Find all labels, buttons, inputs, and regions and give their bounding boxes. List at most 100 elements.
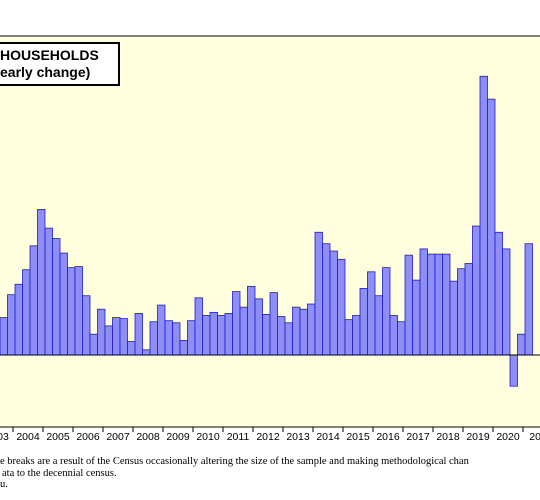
x-tick-label-2: 2005 [46, 431, 70, 443]
x-ticks-group: 03 2004 2005 2006 2007 2008 2009 2010 2011 2012 20… [0, 427, 540, 443]
bar-59 [442, 253, 451, 356]
bar-65 [487, 98, 496, 356]
bar-6 [44, 227, 53, 356]
footnote: e breaks are a result of the Census occa… [0, 456, 540, 491]
bar-4 [29, 245, 38, 356]
bar-27 [202, 315, 211, 356]
x-tick-label-14: 2017 [406, 431, 430, 443]
x-tick-label-16: 2019 [466, 431, 490, 443]
x-tick-label-4: 2007 [106, 431, 130, 443]
bar-41 [307, 303, 316, 356]
bar-57 [427, 253, 436, 356]
x-tick-label-8: 2011 [227, 431, 250, 443]
bar-69 [517, 333, 526, 356]
bar-14 [104, 325, 113, 356]
bar-16 [119, 318, 128, 356]
bar-56 [419, 248, 428, 356]
chart-title: HOUSEHOLDS [0, 47, 99, 63]
x-tick-label-3: 2006 [76, 431, 100, 443]
bar-25 [187, 320, 196, 356]
bar-50 [374, 295, 383, 356]
bar-29 [217, 315, 226, 356]
bar-40 [299, 308, 308, 356]
bar-5 [37, 208, 46, 356]
footnote-line-1: e breaks are a result of the Census occa… [0, 456, 469, 467]
bar-30 [224, 312, 233, 356]
bar-68 [509, 354, 518, 387]
bar-43 [322, 243, 331, 356]
plot-background [0, 35, 540, 428]
bar-54 [404, 254, 413, 356]
bar-15 [112, 317, 121, 356]
chart-title-box: HOUSEHOLDS early change) [0, 42, 120, 86]
bar-11 [82, 295, 91, 356]
bar-1 [7, 294, 16, 356]
x-tick-label-0: 03 [0, 431, 9, 443]
bar-67 [502, 248, 511, 356]
bar-23 [172, 322, 181, 356]
bar-19 [142, 349, 151, 356]
bar-37 [277, 316, 286, 356]
bar-9 [67, 267, 76, 356]
bar-46 [344, 319, 353, 356]
bar-53 [397, 321, 406, 356]
x-tick-label-12: 2015 [346, 431, 370, 443]
bar-7 [52, 238, 61, 356]
bar-35 [262, 314, 271, 356]
bar-22 [164, 320, 173, 356]
bar-17 [127, 341, 136, 356]
bar-49 [367, 271, 376, 356]
bar-34 [254, 298, 263, 356]
footnote-line-2: ata to the decennial census. [2, 467, 117, 479]
bar-61 [457, 268, 466, 356]
bar-24 [179, 340, 188, 356]
x-tick-label-15: 2018 [436, 431, 460, 443]
x-tick-label-10: 2013 [286, 431, 310, 443]
bar-33 [247, 285, 256, 356]
x-tick-label-13: 2016 [376, 431, 400, 443]
bar-3 [22, 269, 31, 356]
x-tick-label-11: 2014 [316, 431, 340, 443]
bar-12 [89, 333, 98, 356]
x-tick-label-1: 2004 [16, 431, 40, 443]
bar-55 [412, 279, 421, 356]
bar-48 [359, 288, 368, 356]
bar-64 [479, 75, 488, 356]
bar-31 [232, 291, 241, 356]
bar-13 [97, 308, 106, 356]
chart-subtitle: early change) [0, 64, 91, 80]
bar-18 [134, 312, 143, 356]
x-tick-label-7: 2010 [196, 431, 220, 443]
bar-38 [284, 322, 293, 356]
bar-2 [14, 283, 23, 356]
x-tick-label-5: 2008 [136, 431, 160, 443]
bar-45 [337, 258, 346, 356]
bars-group [0, 75, 533, 387]
bar-44 [329, 250, 338, 356]
x-tick-label-17: 2020 [496, 431, 520, 443]
x-tick-label-6: 2009 [166, 431, 190, 443]
bar-0 [0, 317, 8, 356]
bar-36 [269, 292, 278, 356]
bar-10 [74, 266, 83, 356]
x-tick-label-18: 202 [529, 431, 540, 443]
bar-28 [209, 311, 218, 356]
bar-63 [472, 225, 481, 356]
bar-8 [59, 252, 68, 356]
x-tick-label-9: 2012 [256, 431, 280, 443]
bar-42 [314, 231, 323, 356]
bar-21 [157, 304, 166, 356]
bar-62 [464, 263, 473, 356]
bar-20 [149, 321, 158, 356]
bar-47 [352, 315, 361, 356]
bar-32 [239, 306, 248, 356]
bar-70 [524, 243, 533, 356]
bar-26 [194, 297, 203, 356]
bar-58 [434, 253, 443, 356]
footnote-line-3: u. [0, 479, 8, 490]
bar-66 [494, 231, 503, 356]
bar-39 [292, 306, 301, 356]
bar-51 [382, 267, 391, 356]
bar-60 [449, 280, 458, 356]
